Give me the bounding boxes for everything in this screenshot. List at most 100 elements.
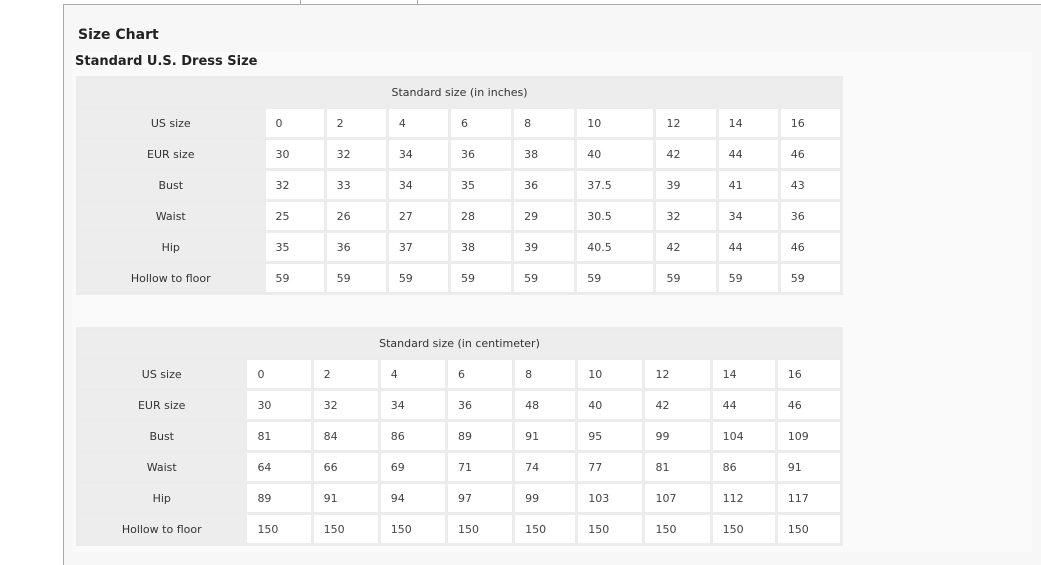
table-cell: 34 (388, 171, 448, 199)
table-cell: 59 (514, 264, 575, 292)
table-cell: 150 (447, 515, 513, 543)
table-cell: 28 (450, 202, 512, 230)
table-cell: 86 (712, 453, 775, 481)
table-cell: 59 (326, 264, 386, 292)
row-label: Hip (79, 484, 245, 512)
header-row: Standard size (in inches) (79, 79, 840, 106)
table-cell: 59 (656, 264, 716, 292)
table-cell: 48 (515, 391, 576, 419)
table-cell: 6 (450, 109, 512, 137)
table-cell: 30 (247, 391, 311, 419)
table-cell: 14 (718, 109, 778, 137)
table-cell: 2 (326, 109, 386, 137)
table-row: Hip 35 36 37 38 39 40.5 42 44 46 (79, 233, 840, 261)
table-cell: 104 (712, 422, 775, 450)
table-cell: 71 (447, 453, 513, 481)
table-cell: 32 (313, 391, 378, 419)
table-cell: 150 (777, 515, 840, 543)
table-cell: 74 (515, 453, 576, 481)
table-cell: 35 (265, 233, 324, 261)
table-cell: 39 (514, 233, 575, 261)
section-title: Standard U.S. Dress Size (75, 54, 258, 69)
table-row: US size 0 2 4 6 8 10 12 14 16 (79, 109, 840, 137)
table-row: Bust 81 84 86 89 91 95 99 104 109 (79, 422, 840, 450)
table-cell: 10 (578, 360, 643, 388)
table-cell: 30.5 (577, 202, 654, 230)
table-cell: 37 (388, 233, 448, 261)
table-cell: 27 (388, 202, 448, 230)
row-label: Bust (79, 422, 245, 450)
table-cell: 150 (712, 515, 775, 543)
table-cell: 8 (514, 109, 575, 137)
table-cell: 107 (645, 484, 710, 512)
table-cell: 150 (578, 515, 643, 543)
row-label: EUR size (79, 140, 263, 168)
table-cell: 46 (780, 140, 840, 168)
table-cell: 32 (265, 171, 324, 199)
table-cell: 36 (326, 233, 386, 261)
table-cell: 46 (777, 391, 840, 419)
table-cell: 59 (577, 264, 654, 292)
table-cell: 103 (578, 484, 643, 512)
table-cell: 26 (326, 202, 386, 230)
table-cell: 4 (388, 109, 448, 137)
table-cell: 77 (578, 453, 643, 481)
row-label: US size (79, 360, 245, 388)
table-cell: 36 (514, 171, 575, 199)
table-cell: 99 (645, 422, 710, 450)
table-cell: 36 (447, 391, 513, 419)
table-cell: 36 (780, 202, 840, 230)
table-cell: 40 (577, 140, 654, 168)
header-row: Standard size (in centimeter) (79, 330, 840, 357)
tab[interactable] (300, 0, 418, 5)
centimeter-table: Standard size (in centimeter) US size 0 2 4 6… (76, 327, 843, 546)
table-cell: 40.5 (577, 233, 654, 261)
table-cell: 94 (380, 484, 445, 512)
table-cell: 41 (718, 171, 778, 199)
table-cell: 10 (577, 109, 654, 137)
table-cell: 59 (388, 264, 448, 292)
table-cell: 91 (777, 453, 840, 481)
table-cell: 44 (712, 391, 775, 419)
table-cell: 8 (515, 360, 576, 388)
table-cell: 25 (265, 202, 324, 230)
table-cell: 44 (718, 233, 778, 261)
table-cell: 34 (718, 202, 778, 230)
row-label: US size (79, 109, 263, 137)
table-cell: 89 (447, 422, 513, 450)
table-row: Bust 32 33 34 35 36 37.5 39 41 43 (79, 171, 840, 199)
table-cell: 150 (247, 515, 311, 543)
inches-table: Standard size (in inches) US size 0 2 4 6 8 10 1… (76, 76, 843, 295)
table-row: Hollow to floor 150 150 150 150 150 150 150 150 1… (79, 515, 840, 543)
table-cell: 36 (450, 140, 512, 168)
row-label: Hip (79, 233, 263, 261)
table-cell: 109 (777, 422, 840, 450)
table-cell: 32 (656, 202, 716, 230)
table-cell: 89 (247, 484, 311, 512)
table-cell: 4 (380, 360, 445, 388)
table-cell: 66 (313, 453, 378, 481)
row-label: Hollow to floor (79, 515, 245, 543)
table-cell: 14 (712, 360, 775, 388)
table-cell: 34 (388, 140, 448, 168)
table-cell: 69 (380, 453, 445, 481)
table-cell: 42 (656, 140, 716, 168)
table-cell: 59 (780, 264, 840, 292)
table-cell: 59 (265, 264, 324, 292)
table-cell: 38 (514, 140, 575, 168)
table-cell: 12 (645, 360, 710, 388)
table-cell: 91 (313, 484, 378, 512)
table-cell: 64 (247, 453, 311, 481)
table-cell: 95 (578, 422, 643, 450)
table-cell: 84 (313, 422, 378, 450)
table-cell: 29 (514, 202, 575, 230)
table-cell: 38 (450, 233, 512, 261)
table-cell: 2 (313, 360, 378, 388)
page-title: Size Chart (78, 27, 159, 43)
table-row: Waist 64 66 69 71 74 77 81 86 91 (79, 453, 840, 481)
table-cell: 6 (447, 360, 513, 388)
table-cell: 35 (450, 171, 512, 199)
row-label: Waist (79, 202, 263, 230)
table-cell: 112 (712, 484, 775, 512)
table-row: EUR size 30 32 34 36 38 40 42 44 46 (79, 140, 840, 168)
